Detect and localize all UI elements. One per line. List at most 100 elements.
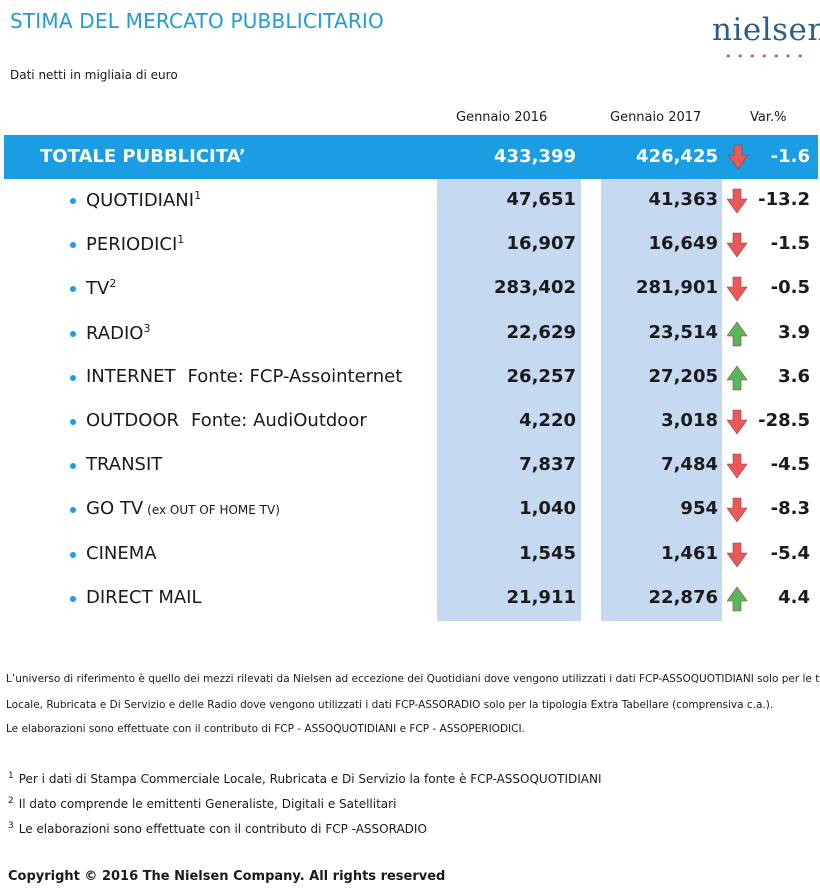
- total-value-2017: 426,425: [636, 146, 718, 167]
- table-row: RADIO3 22,629 23,514 3.9: [0, 320, 820, 350]
- row-name: CINEMA: [86, 543, 157, 564]
- row-source: Fonte: FCP-Assointernet: [187, 366, 403, 387]
- table-row: CINEMA 1,545 1,461 -5.4: [0, 541, 820, 571]
- value-2016: 26,257: [506, 366, 576, 387]
- bullet-icon: [70, 507, 76, 513]
- row-label: QUOTIDIANI1: [86, 189, 201, 211]
- nielsen-logo: nielsen: [712, 12, 820, 48]
- row-name: TRANSIT: [86, 454, 163, 475]
- table-row: GO TV (ex OUT OF HOME TV) 1,040 954 -8.3: [0, 496, 820, 526]
- row-note: (ex OUT OF HOME TV): [147, 503, 280, 517]
- logo-dots-decoration: • • • • • • •: [725, 50, 805, 63]
- row-label: TV2: [86, 277, 116, 299]
- value-2017: 41,363: [648, 189, 718, 210]
- column-header-2016: Gennaio 2016: [456, 110, 548, 125]
- bullet-icon: [70, 242, 76, 248]
- row-label: INTERNET Fonte: FCP-Assointernet: [86, 366, 402, 387]
- bullet-icon: [70, 596, 76, 602]
- note-line: L’universo di riferimento è quello dei m…: [6, 673, 820, 685]
- var-value: 3.6: [778, 366, 810, 387]
- footnote-ref: 2: [109, 277, 117, 290]
- bullet-icon: [70, 419, 76, 425]
- row-name: GO TV: [86, 498, 144, 519]
- footnote-2: 2 Il dato comprende le emittenti Generali…: [8, 796, 396, 811]
- bullet-icon: [70, 331, 76, 337]
- var-value: -4.5: [770, 454, 810, 475]
- arrow-down-icon: [726, 187, 749, 219]
- column-highlight-2016: [437, 179, 581, 621]
- table-row: OUTDOOR Fonte: AudiOutdoor 4,220 3,018 -28.5: [0, 408, 820, 438]
- bullet-icon: [70, 375, 76, 381]
- footnote-text: Per i dati di Stampa Commerciale Locale,…: [18, 772, 602, 786]
- row-label: OUTDOOR Fonte: AudiOutdoor: [86, 410, 367, 431]
- arrow-up-icon: [726, 320, 749, 352]
- row-label: RADIO3: [86, 322, 150, 344]
- footnote-ref: 3: [143, 322, 151, 335]
- var-value: -28.5: [758, 410, 810, 431]
- footnote-number: 1: [8, 771, 14, 781]
- value-2016: 47,651: [506, 189, 576, 210]
- var-value: 4.4: [778, 587, 810, 608]
- arrow-down-icon: [726, 541, 749, 573]
- value-2016: 1,545: [519, 543, 576, 564]
- table-row: TV2 283,402 281,901 -0.5: [0, 275, 820, 305]
- var-value: -8.3: [770, 498, 810, 519]
- value-2016: 283,402: [494, 277, 576, 298]
- note-line: Le elaborazioni sono effettuate con il c…: [6, 723, 525, 735]
- footnote-text: Il dato comprende le emittenti Generalis…: [18, 797, 397, 811]
- row-name: QUOTIDIANI: [86, 190, 195, 211]
- value-2017: 954: [680, 498, 718, 519]
- value-2016: 7,837: [519, 454, 576, 475]
- footnote-1: 1 Per i dati di Stampa Commerciale Locale…: [8, 771, 602, 786]
- value-2017: 7,484: [661, 454, 718, 475]
- row-name: DIRECT MAIL: [86, 587, 202, 608]
- bullet-icon: [70, 286, 76, 292]
- table-row: TRANSIT 7,837 7,484 -4.5: [0, 452, 820, 482]
- value-2017: 22,876: [648, 587, 718, 608]
- total-value-2016: 433,399: [494, 146, 576, 167]
- arrow-up-icon: [726, 364, 749, 396]
- footnote-number: 3: [8, 821, 14, 831]
- value-2016: 4,220: [519, 410, 576, 431]
- table-row: PERIODICI1 16,907 16,649 -1.5: [0, 231, 820, 261]
- value-2017: 3,018: [661, 410, 718, 431]
- footnote-ref: 1: [194, 189, 202, 202]
- arrow-down-icon: [726, 408, 749, 440]
- row-label: TRANSIT: [86, 454, 162, 475]
- value-2016: 1,040: [519, 498, 576, 519]
- var-value: -5.4: [770, 543, 810, 564]
- arrow-up-icon: [726, 585, 749, 617]
- value-2017: 1,461: [661, 543, 718, 564]
- value-2016: 22,629: [506, 322, 576, 343]
- bullet-icon: [70, 463, 76, 469]
- footnote-ref: 1: [177, 233, 185, 246]
- total-row-bar: [4, 135, 818, 179]
- var-value: -0.5: [770, 277, 810, 298]
- arrow-down-icon: [726, 452, 749, 484]
- var-value: -13.2: [758, 189, 810, 210]
- value-2017: 281,901: [636, 277, 718, 298]
- value-2017: 27,205: [648, 366, 718, 387]
- arrow-down-icon: [726, 496, 749, 528]
- footnote-3: 3 Le elaborazioni sono effettuate con il …: [8, 821, 427, 836]
- table-row: DIRECT MAIL 21,911 22,876 4.4: [0, 585, 820, 615]
- column-header-var: Var.%: [750, 110, 787, 125]
- row-source: Fonte: AudiOutdoor: [191, 410, 367, 431]
- var-value: -1.5: [770, 233, 810, 254]
- footnote-text: Le elaborazioni sono effettuate con il c…: [18, 822, 427, 836]
- row-label: DIRECT MAIL: [86, 587, 202, 608]
- row-name: PERIODICI: [86, 234, 178, 255]
- footnote-number: 2: [8, 796, 14, 806]
- total-label: TOTALE PUBBLICITA’: [40, 146, 246, 167]
- row-label: CINEMA: [86, 543, 157, 564]
- var-value: 3.9: [778, 322, 810, 343]
- table-row: QUOTIDIANI1 47,651 41,363 -13.2: [0, 187, 820, 217]
- arrow-down-icon: [727, 143, 750, 175]
- subtitle: Dati netti in migliaia di euro: [10, 68, 178, 82]
- row-name: INTERNET: [86, 366, 176, 387]
- row-name: TV: [86, 278, 110, 299]
- copyright: Copyright © 2016 The Nielsen Company. Al…: [8, 869, 446, 884]
- arrow-down-icon: [726, 231, 749, 263]
- total-var: -1.6: [770, 146, 810, 167]
- column-header-2017: Gennaio 2017: [610, 110, 702, 125]
